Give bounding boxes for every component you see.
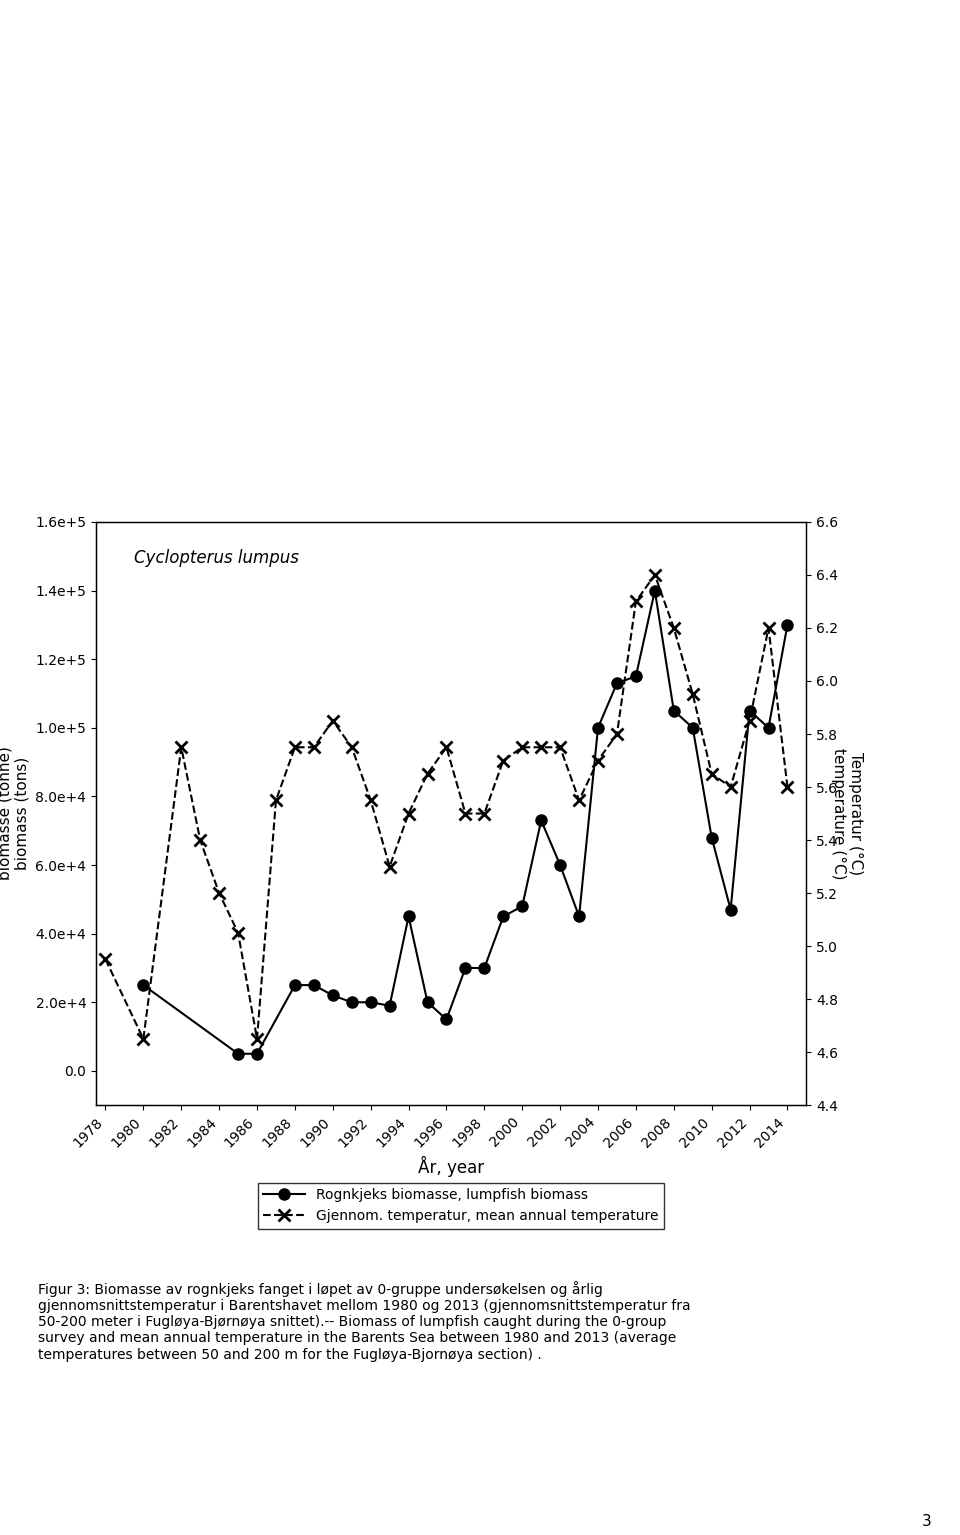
Rognkjeks biomasse, lumpfish biomass bbox=[137, 976, 149, 995]
X-axis label: År, year: År, year bbox=[419, 1156, 484, 1176]
Rognkjeks biomasse, lumpfish biomass bbox=[612, 674, 623, 692]
Rognkjeks biomasse, lumpfish biomass bbox=[763, 718, 775, 737]
Gjennom. temperatur, mean annual temperature bbox=[403, 804, 415, 823]
Rognkjeks biomasse, lumpfish biomass bbox=[516, 896, 528, 915]
Gjennom. temperatur, mean annual temperature bbox=[289, 738, 300, 757]
Gjennom. temperatur, mean annual temperature bbox=[365, 791, 376, 809]
Gjennom. temperatur, mean annual temperature bbox=[573, 791, 585, 809]
Rognkjeks biomasse, lumpfish biomass bbox=[327, 985, 339, 1004]
Rognkjeks biomasse, lumpfish biomass bbox=[460, 959, 471, 978]
Gjennom. temperatur, mean annual temperature bbox=[100, 950, 111, 969]
Gjennom. temperatur, mean annual temperature bbox=[649, 566, 660, 585]
Gjennom. temperatur, mean annual temperature bbox=[137, 1030, 149, 1048]
Gjennom. temperatur, mean annual temperature bbox=[441, 738, 452, 757]
Rognkjeks biomasse, lumpfish biomass bbox=[441, 1010, 452, 1028]
Text: Cyclopterus lumpus: Cyclopterus lumpus bbox=[133, 550, 299, 566]
Gjennom. temperatur, mean annual temperature bbox=[592, 751, 604, 769]
Rognkjeks biomasse, lumpfish biomass bbox=[346, 993, 357, 1012]
Rognkjeks biomasse, lumpfish biomass bbox=[308, 976, 320, 995]
Rognkjeks biomasse, lumpfish biomass bbox=[630, 668, 641, 686]
Rognkjeks biomasse, lumpfish biomass bbox=[252, 1044, 263, 1062]
Rognkjeks biomasse, lumpfish biomass bbox=[706, 829, 717, 847]
Gjennom. temperatur, mean annual temperature bbox=[460, 804, 471, 823]
Line: Gjennom. temperatur, mean annual temperature: Gjennom. temperatur, mean annual tempera… bbox=[99, 568, 794, 1045]
Gjennom. temperatur, mean annual temperature bbox=[176, 738, 187, 757]
Rognkjeks biomasse, lumpfish biomass bbox=[421, 993, 433, 1012]
Rognkjeks biomasse, lumpfish biomass bbox=[668, 701, 680, 720]
Rognkjeks biomasse, lumpfish biomass bbox=[781, 616, 793, 634]
Gjennom. temperatur, mean annual temperature bbox=[687, 685, 699, 703]
Rognkjeks biomasse, lumpfish biomass bbox=[536, 810, 547, 829]
Gjennom. temperatur, mean annual temperature bbox=[781, 778, 793, 797]
Gjennom. temperatur, mean annual temperature bbox=[744, 712, 756, 731]
Rognkjeks biomasse, lumpfish biomass bbox=[592, 718, 604, 737]
Y-axis label: biomasse (tonne)
biomass (tons): biomasse (tonne) biomass (tons) bbox=[0, 746, 30, 881]
Gjennom. temperatur, mean annual temperature bbox=[384, 858, 396, 876]
Gjennom. temperatur, mean annual temperature bbox=[516, 738, 528, 757]
Rognkjeks biomasse, lumpfish biomass bbox=[384, 996, 396, 1015]
Gjennom. temperatur, mean annual temperature bbox=[421, 764, 433, 783]
Gjennom. temperatur, mean annual temperature bbox=[232, 924, 244, 942]
Y-axis label: Temperatur (°C)
temperature (°C): Temperatur (°C) temperature (°C) bbox=[830, 748, 863, 880]
Line: Rognkjeks biomasse, lumpfish biomass: Rognkjeks biomasse, lumpfish biomass bbox=[138, 585, 793, 1059]
Rognkjeks biomasse, lumpfish biomass bbox=[289, 976, 300, 995]
Rognkjeks biomasse, lumpfish biomass bbox=[403, 907, 415, 926]
Gjennom. temperatur, mean annual temperature bbox=[346, 738, 357, 757]
Gjennom. temperatur, mean annual temperature bbox=[630, 593, 641, 611]
Gjennom. temperatur, mean annual temperature bbox=[536, 738, 547, 757]
Gjennom. temperatur, mean annual temperature bbox=[479, 804, 491, 823]
Gjennom. temperatur, mean annual temperature bbox=[763, 619, 775, 637]
Rognkjeks biomasse, lumpfish biomass bbox=[365, 993, 376, 1012]
Rognkjeks biomasse, lumpfish biomass bbox=[687, 718, 699, 737]
Gjennom. temperatur, mean annual temperature bbox=[308, 738, 320, 757]
Gjennom. temperatur, mean annual temperature bbox=[195, 830, 206, 849]
Gjennom. temperatur, mean annual temperature bbox=[706, 764, 717, 783]
Rognkjeks biomasse, lumpfish biomass bbox=[497, 907, 509, 926]
Gjennom. temperatur, mean annual temperature bbox=[725, 778, 736, 797]
Rognkjeks biomasse, lumpfish biomass bbox=[479, 959, 491, 978]
Gjennom. temperatur, mean annual temperature bbox=[497, 751, 509, 769]
Rognkjeks biomasse, lumpfish biomass bbox=[573, 907, 585, 926]
Rognkjeks biomasse, lumpfish biomass bbox=[232, 1044, 244, 1062]
Gjennom. temperatur, mean annual temperature bbox=[612, 725, 623, 743]
Text: Figur 3: Biomasse av rognkjeks fanget i løpet av 0-gruppe undersøkelsen og årlig: Figur 3: Biomasse av rognkjeks fanget i … bbox=[38, 1280, 691, 1362]
Gjennom. temperatur, mean annual temperature bbox=[327, 712, 339, 731]
Gjennom. temperatur, mean annual temperature bbox=[554, 738, 565, 757]
Rognkjeks biomasse, lumpfish biomass bbox=[744, 701, 756, 720]
Gjennom. temperatur, mean annual temperature bbox=[252, 1030, 263, 1048]
Text: 3: 3 bbox=[922, 1515, 931, 1529]
Legend: Rognkjeks biomasse, lumpfish biomass, Gjennom. temperatur, mean annual temperatu: Rognkjeks biomasse, lumpfish biomass, Gj… bbox=[257, 1182, 664, 1228]
Gjennom. temperatur, mean annual temperature bbox=[270, 791, 281, 809]
Rognkjeks biomasse, lumpfish biomass bbox=[649, 582, 660, 600]
Rognkjeks biomasse, lumpfish biomass bbox=[554, 857, 565, 875]
Rognkjeks biomasse, lumpfish biomass bbox=[725, 901, 736, 919]
Gjennom. temperatur, mean annual temperature bbox=[213, 884, 225, 903]
Gjennom. temperatur, mean annual temperature bbox=[668, 619, 680, 637]
